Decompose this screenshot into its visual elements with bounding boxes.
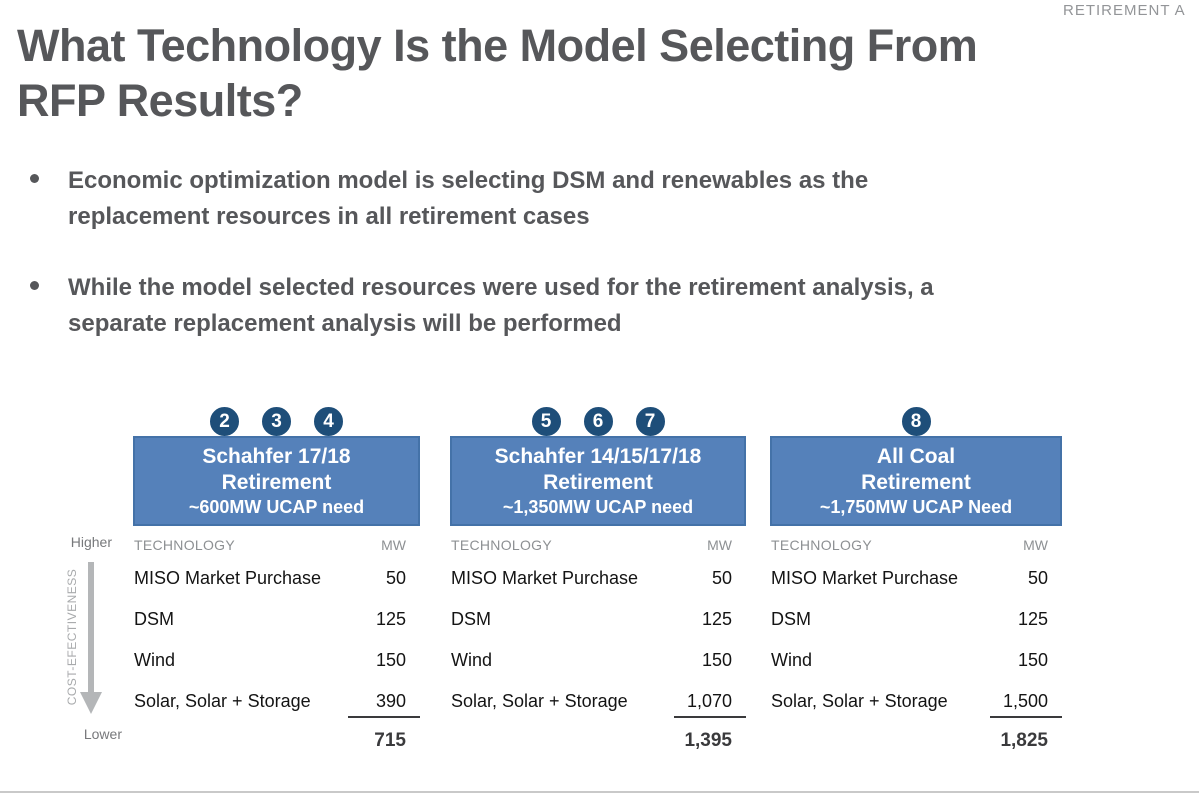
total-rule xyxy=(674,716,746,718)
mw-value: 150 xyxy=(701,650,732,670)
technology-name: Wind xyxy=(134,650,176,670)
mw-value: 125 xyxy=(701,609,732,629)
table-row: Wind 150 xyxy=(133,650,420,672)
table-column-headers: TECHNOLOGY MW xyxy=(770,537,1062,555)
bullet-text-1: Economic optimization model is selecting… xyxy=(68,163,1150,235)
column-header-technology: TECHNOLOGY xyxy=(134,537,236,553)
table-row: Wind 150 xyxy=(770,650,1062,672)
page-title-line1: What Technology Is the Model Selecting F… xyxy=(17,20,978,71)
column-header-technology: TECHNOLOGY xyxy=(771,537,873,553)
scenario-retirement-label: Retirement xyxy=(543,471,653,494)
axis-label-higher: Higher xyxy=(70,534,112,550)
step-badge-6: 6 xyxy=(581,405,615,438)
mw-value: 1,500 xyxy=(1002,691,1048,711)
step-badges: 8 xyxy=(770,405,1062,438)
page-title-line2: RFP Results? xyxy=(17,75,303,126)
technology-name: Solar, Solar + Storage xyxy=(451,691,628,711)
step-badge-7: 7 xyxy=(633,405,667,438)
table-row: DSM 125 xyxy=(450,609,746,631)
technology-name: Wind xyxy=(451,650,493,670)
mw-value: 50 xyxy=(385,568,406,588)
scenario-header: Schahfer 14/15/17/18 Retirement ~1,350MW… xyxy=(450,436,746,526)
cost-effectiveness-arrow-line xyxy=(88,562,94,692)
bullet-item-1: Economic optimization model is selecting… xyxy=(30,163,1150,235)
scenario-column-schahfer-14-15-17-18: 5 6 7 Schahfer 14/15/17/18 Retirement ~1… xyxy=(450,405,746,770)
table-row: MISO Market Purchase 50 xyxy=(450,568,746,590)
table-column-headers: TECHNOLOGY MW xyxy=(133,537,420,555)
mw-value: 1,070 xyxy=(686,691,732,711)
scenario-ucap-need: ~1,750MW UCAP Need xyxy=(819,497,1013,517)
scenario-ucap-need: ~600MW UCAP need xyxy=(188,497,365,517)
total-mw-value: 1,395 xyxy=(684,730,732,751)
table-row: MISO Market Purchase 50 xyxy=(133,568,420,590)
step-badge-3: 3 xyxy=(260,405,293,438)
technology-name: MISO Market Purchase xyxy=(451,568,639,588)
table-total-row: 1,825 xyxy=(770,730,1062,754)
scenario-name: All Coal xyxy=(876,445,956,468)
scenario-column-all-coal: 8 All Coal Retirement ~1,750MW UCAP Need… xyxy=(770,405,1062,770)
scenario-column-schahfer-17-18: 2 3 4 Schahfer 17/18 Retirement ~600MW U… xyxy=(133,405,420,770)
mw-value: 150 xyxy=(375,650,406,670)
bullet-icon xyxy=(30,174,39,183)
technology-name: MISO Market Purchase xyxy=(134,568,322,588)
table-total-row: 1,395 xyxy=(450,730,746,754)
scenario-ucap-need: ~1,350MW UCAP need xyxy=(502,497,694,517)
table-row: MISO Market Purchase 50 xyxy=(770,568,1062,590)
table-row: DSM 125 xyxy=(133,609,420,631)
column-header-technology: TECHNOLOGY xyxy=(451,537,553,553)
bullet-text-2-line1: While the model selected resources were … xyxy=(68,274,934,301)
bullet-text-2: While the model selected resources were … xyxy=(68,270,1150,342)
column-header-mw: MW xyxy=(381,537,406,553)
total-rule xyxy=(990,716,1062,718)
bullet-text-2-line2: separate replacement analysis will be pe… xyxy=(68,310,622,337)
technology-name: Wind xyxy=(771,650,813,670)
step-badge-8: 8 xyxy=(899,405,933,438)
technology-name: MISO Market Purchase xyxy=(771,568,959,588)
mw-value: 125 xyxy=(375,609,406,629)
table-row: Wind 150 xyxy=(450,650,746,672)
table-column-headers: TECHNOLOGY MW xyxy=(450,537,746,555)
scenario-name: Schahfer 17/18 xyxy=(202,445,351,468)
table-total-row: 715 xyxy=(133,730,420,754)
step-badge-2: 2 xyxy=(208,405,241,438)
technology-name: Solar, Solar + Storage xyxy=(771,691,948,711)
bullet-text-1-line1: Economic optimization model is selecting… xyxy=(68,167,869,194)
scenario-retirement-label: Retirement xyxy=(221,471,332,494)
step-badge-5: 5 xyxy=(529,405,563,438)
mw-value: 50 xyxy=(711,568,732,588)
column-header-mw: MW xyxy=(707,537,732,553)
total-mw-value: 1,825 xyxy=(1000,730,1048,751)
scenario-name: Schahfer 14/15/17/18 xyxy=(494,445,702,468)
technology-name: DSM xyxy=(451,609,491,629)
scenario-header: All Coal Retirement ~1,750MW UCAP Need xyxy=(770,436,1062,526)
mw-value: 125 xyxy=(1017,609,1048,629)
axis-label-cost-effectiveness: COST-EFECTIVENESS xyxy=(65,568,79,706)
total-mw-value: 715 xyxy=(374,730,406,751)
total-rule xyxy=(348,716,420,718)
axis-label-lower: Lower xyxy=(83,726,122,742)
arrow-down-icon xyxy=(80,692,102,714)
column-header-mw: MW xyxy=(1023,537,1048,553)
technology-name: DSM xyxy=(771,609,811,629)
table-row: Solar, Solar + Storage 1,500 xyxy=(770,691,1062,713)
mw-value: 50 xyxy=(1027,568,1048,588)
scenario-header: Schahfer 17/18 Retirement ~600MW UCAP ne… xyxy=(133,436,420,526)
table-row: Solar, Solar + Storage 390 xyxy=(133,691,420,713)
technology-name: DSM xyxy=(134,609,174,629)
table-row: DSM 125 xyxy=(770,609,1062,631)
bullet-text-1-line2: replacement resources in all retirement … xyxy=(68,203,590,230)
mw-value: 150 xyxy=(1017,650,1048,670)
bullet-icon xyxy=(30,281,39,290)
technology-name: Solar, Solar + Storage xyxy=(134,691,311,711)
step-badge-4: 4 xyxy=(312,405,345,438)
slide-corner-label: RETIREMENT A xyxy=(1063,2,1186,19)
table-row: Solar, Solar + Storage 1,070 xyxy=(450,691,746,713)
step-badges: 2 3 4 xyxy=(133,405,420,438)
bullet-item-2: While the model selected resources were … xyxy=(30,270,1150,342)
scenario-retirement-label: Retirement xyxy=(861,471,971,494)
step-badges: 5 6 7 xyxy=(450,405,746,438)
mw-value: 390 xyxy=(375,691,406,711)
page-title: What Technology Is the Model Selecting F… xyxy=(17,18,1197,128)
